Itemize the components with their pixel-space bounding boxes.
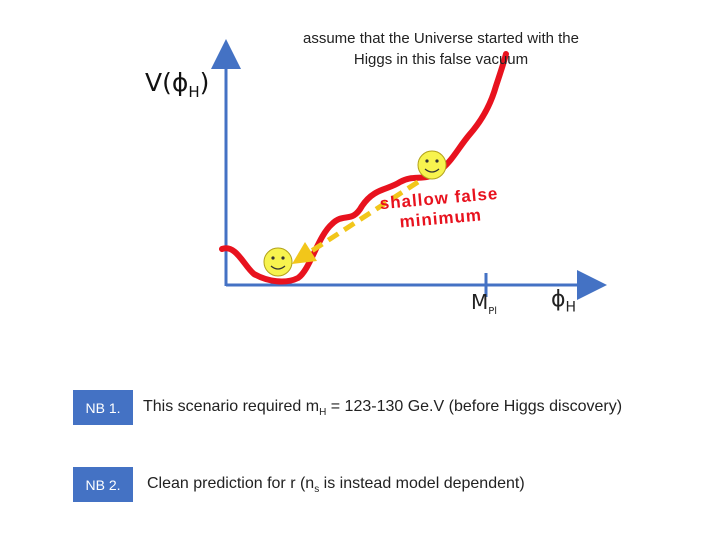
caption: assume that the Universe started with th… <box>303 30 579 68</box>
x-axis-label: ϕH <box>551 287 577 316</box>
smiley-face-icon <box>417 150 447 180</box>
tunnelling-arrow <box>308 179 420 255</box>
phi-symbol: ϕ <box>551 287 566 312</box>
nb-2-badge: NB 2. <box>73 467 133 502</box>
nb-1-text: This scenario required mH = 123-130 Ge.V… <box>143 398 623 419</box>
potential-curve <box>219 51 509 285</box>
nb-2-text: Clean prediction for r (ns is instead mo… <box>147 475 525 496</box>
nb-1-badge: NB 1. <box>73 390 133 425</box>
tunnelling-arrow-head <box>292 242 317 264</box>
x-tick-label: MPl <box>471 290 498 317</box>
y-axis-label: V(ϕH) <box>145 68 210 101</box>
smiley-face-icon <box>263 247 293 277</box>
phi-symbol: ϕ <box>171 68 189 97</box>
